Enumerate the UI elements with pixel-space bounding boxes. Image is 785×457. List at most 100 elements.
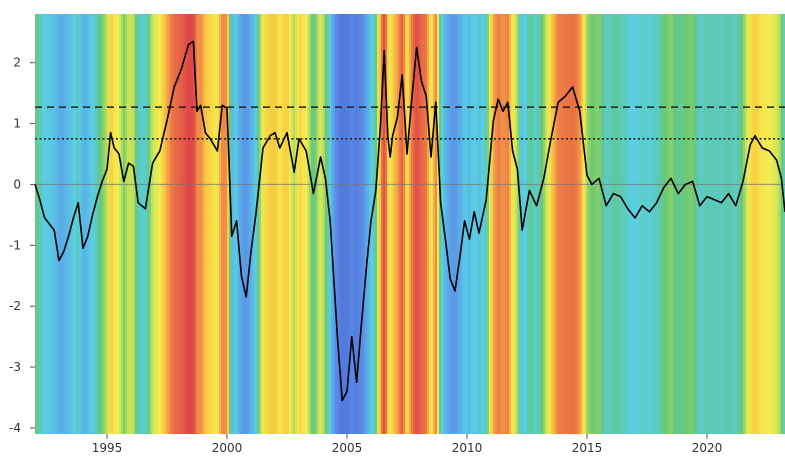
background-stripe <box>685 14 688 434</box>
background-stripe <box>735 14 738 434</box>
background-stripe <box>457 14 460 434</box>
background-stripe <box>355 14 358 434</box>
background-stripe <box>305 14 308 434</box>
background-stripe <box>91 14 94 434</box>
background-stripe <box>783 14 785 434</box>
background-stripe <box>77 14 80 434</box>
x-tick-label: 1995 <box>92 441 123 455</box>
background-stripe <box>325 14 328 434</box>
background-stripe <box>761 14 764 434</box>
background-stripe <box>571 14 574 434</box>
y-tick-label: -1 <box>9 238 21 252</box>
background-stripe <box>131 14 134 434</box>
background-stripe <box>123 14 126 434</box>
background-stripe <box>763 14 766 434</box>
background-stripe <box>245 14 248 434</box>
background-stripe <box>745 14 748 434</box>
background-stripe <box>203 14 206 434</box>
background-stripe <box>293 14 296 434</box>
background-stripe <box>383 14 386 434</box>
background-stripe <box>229 14 232 434</box>
background-stripe <box>135 14 138 434</box>
background-stripe <box>119 14 122 434</box>
background-stripe <box>669 14 672 434</box>
background-stripe <box>221 14 224 434</box>
background-stripe <box>61 14 64 434</box>
background-stripe <box>625 14 628 434</box>
background-stripe <box>367 14 370 434</box>
background-stripe <box>507 14 510 434</box>
background-stripe <box>257 14 260 434</box>
background-stripe <box>161 14 164 434</box>
background-stripe <box>611 14 614 434</box>
background-stripe <box>609 14 612 434</box>
background-stripe <box>573 14 576 434</box>
background-stripe <box>157 14 160 434</box>
background-stripe <box>51 14 54 434</box>
background-stripe <box>389 14 392 434</box>
background-stripe <box>313 14 316 434</box>
background-stripe <box>747 14 750 434</box>
background-stripe <box>181 14 184 434</box>
background-stripe <box>371 14 374 434</box>
background-stripe <box>255 14 258 434</box>
background-stripe <box>407 14 410 434</box>
background-stripe <box>243 14 246 434</box>
background-stripe <box>121 14 124 434</box>
background-stripe <box>687 14 690 434</box>
background-stripe <box>633 14 636 434</box>
background-stripe <box>151 14 154 434</box>
background-stripe <box>641 14 644 434</box>
background-stripe <box>617 14 620 434</box>
background-stripe <box>777 14 780 434</box>
background-stripe <box>631 14 634 434</box>
background-stripe <box>577 14 580 434</box>
background-stripe <box>421 14 424 434</box>
background-stripe <box>581 14 584 434</box>
color-stripes-background <box>35 14 785 434</box>
background-stripe <box>259 14 262 434</box>
background-stripe <box>263 14 266 434</box>
background-stripe <box>429 14 432 434</box>
background-stripe <box>101 14 104 434</box>
background-stripe <box>189 14 192 434</box>
background-stripe <box>291 14 294 434</box>
background-stripe <box>501 14 504 434</box>
background-stripe <box>593 14 596 434</box>
background-stripe <box>197 14 200 434</box>
background-stripe <box>775 14 778 434</box>
background-stripe <box>563 14 566 434</box>
background-stripe <box>83 14 86 434</box>
background-stripe <box>491 14 494 434</box>
background-stripe <box>163 14 166 434</box>
background-stripe <box>251 14 254 434</box>
background-stripe <box>495 14 498 434</box>
background-stripe <box>209 14 212 434</box>
background-stripe <box>527 14 530 434</box>
background-stripe <box>449 14 452 434</box>
background-stripe <box>431 14 434 434</box>
background-stripe <box>535 14 538 434</box>
background-stripe <box>713 14 716 434</box>
background-stripe <box>53 14 56 434</box>
background-stripe <box>525 14 528 434</box>
background-stripe <box>219 14 222 434</box>
background-stripe <box>289 14 292 434</box>
background-stripe <box>667 14 670 434</box>
background-stripe <box>623 14 626 434</box>
background-stripe <box>357 14 360 434</box>
background-stripe <box>159 14 162 434</box>
background-stripe <box>651 14 654 434</box>
background-stripe <box>689 14 692 434</box>
background-stripe <box>341 14 344 434</box>
background-stripe <box>529 14 532 434</box>
background-stripe <box>779 14 782 434</box>
background-stripe <box>281 14 284 434</box>
background-stripe <box>327 14 330 434</box>
background-stripe <box>583 14 586 434</box>
background-stripe <box>41 14 44 434</box>
background-stripe <box>225 14 228 434</box>
background-stripe <box>749 14 752 434</box>
background-stripe <box>287 14 290 434</box>
background-stripe <box>191 14 194 434</box>
